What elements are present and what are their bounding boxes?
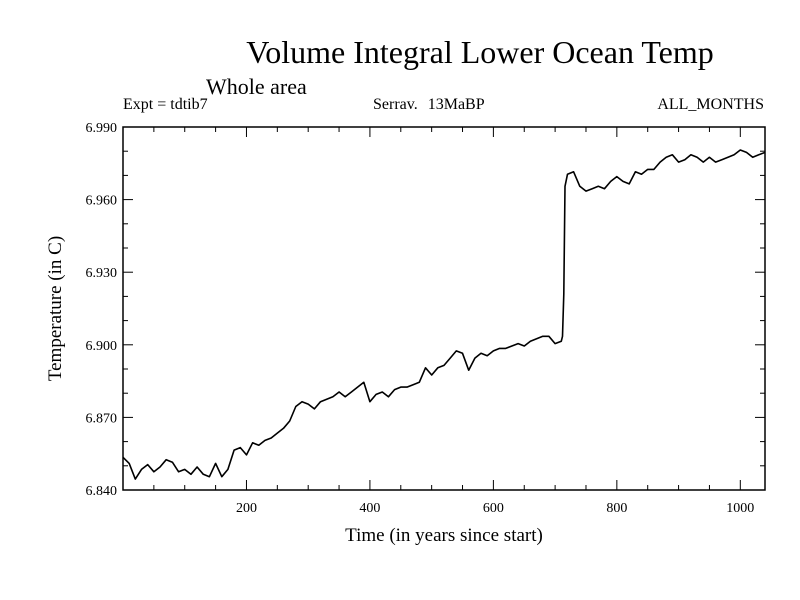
y-tick-label: 6.870	[86, 411, 118, 426]
period-name: Serrav.	[373, 96, 418, 113]
chart-subtitle: Whole area	[206, 74, 307, 99]
x-tick-label: 200	[236, 501, 257, 516]
period-label: Serrav. 13MaBP	[373, 96, 485, 114]
experiment-label: Expt = tdtib7	[123, 96, 208, 113]
x-tick-label: 800	[606, 501, 627, 516]
x-tick-label: 400	[359, 501, 380, 516]
y-tick-label: 6.930	[86, 266, 118, 281]
x-tick-labels: 200 400 600 800 1000	[236, 501, 754, 516]
x-tick-label: 1000	[726, 501, 754, 516]
x-tick-label: 600	[483, 501, 504, 516]
chart-title: Volume Integral Lower Ocean Temp	[246, 34, 714, 70]
y-tick-label: 6.840	[86, 484, 118, 499]
y-tick-label: 6.900	[86, 339, 118, 354]
y-tick-label: 6.990	[86, 121, 118, 136]
y-tick-labels: 6.840 6.870 6.900 6.930 6.960 6.990	[86, 121, 118, 499]
x-axis-label: Time (in years since start)	[345, 525, 543, 546]
plot-frame	[122, 126, 766, 491]
months-label: ALL_MONTHS	[657, 96, 764, 113]
y-axis-label: Temperature (in C)	[45, 236, 66, 381]
y-tick-label: 6.960	[86, 194, 118, 209]
series-line	[122, 149, 766, 480]
axis-ticks	[123, 127, 765, 490]
period-age: 13MaBP	[427, 96, 485, 113]
